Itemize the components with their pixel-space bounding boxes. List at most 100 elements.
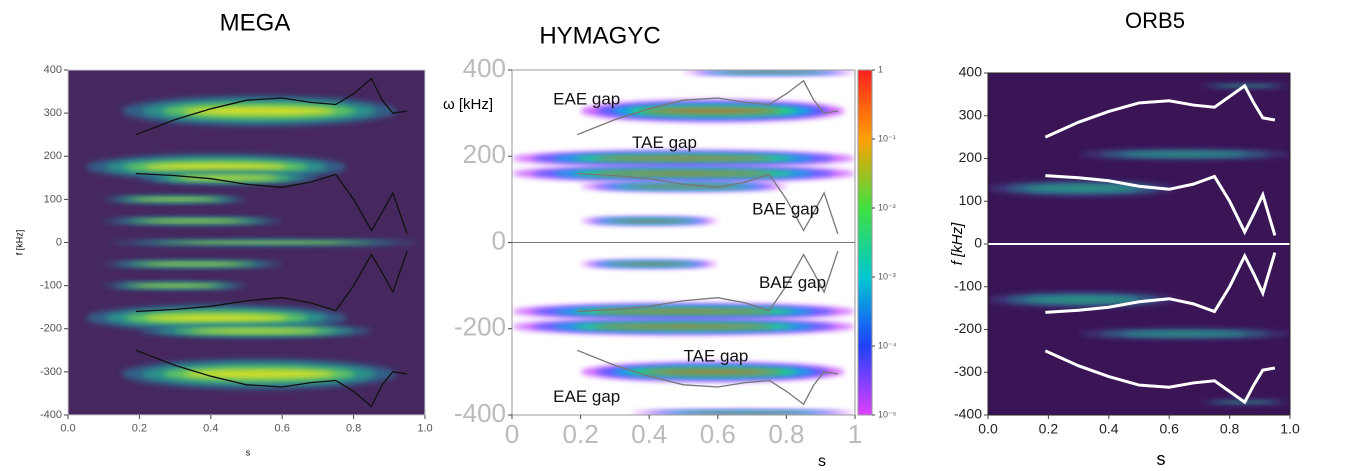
x-tick-label: 0.2 — [563, 419, 599, 449]
y-tick-label: 300 — [44, 107, 62, 119]
chart-title: ORB5 — [1125, 8, 1185, 33]
y-tick-label: -200 — [454, 312, 506, 342]
y-tick-label: -200 — [40, 323, 62, 335]
y-tick-label: 200 — [959, 149, 983, 165]
gap-annotation: EAE gap — [553, 387, 620, 406]
spectral-band — [1025, 297, 1138, 303]
x-tick-label: 0.6 — [275, 422, 290, 434]
y-tick-label: -300 — [40, 366, 62, 378]
y-tick-label: -300 — [954, 363, 982, 379]
spectral-band — [144, 163, 288, 171]
gap-annotation: TAE gap — [632, 133, 697, 152]
y-tick-label: 100 — [959, 192, 983, 208]
spectral-band — [594, 156, 773, 160]
y-tick-label: -100 — [40, 280, 62, 292]
x-tick-label: 1 — [848, 419, 862, 449]
spectral-band — [143, 263, 243, 265]
x-tick-label: 1.0 — [1280, 421, 1300, 437]
spectral-band — [685, 412, 802, 414]
spectral-band — [135, 284, 215, 287]
y-tick-label: 400 — [44, 64, 62, 76]
x-tick-label: 0.0 — [60, 422, 75, 434]
continuum-curve — [576, 79, 838, 136]
spectral-band — [643, 369, 782, 374]
spectral-band — [179, 241, 349, 244]
x-axis-label: s — [246, 447, 251, 457]
x-tick-label: 0.4 — [631, 419, 667, 449]
y-tick-label: 400 — [463, 53, 506, 83]
panel: ORB5 -400 -300 -200 -100 0 100 200 300 400 0.0 0.2 0… — [949, 8, 1300, 469]
y-tick-label: 0 — [974, 235, 982, 251]
plot-area — [512, 70, 855, 415]
continuum-curve — [135, 77, 408, 136]
spectral-band — [613, 220, 685, 222]
continuum-curve — [1044, 83, 1276, 139]
spectral-band — [1120, 332, 1248, 336]
spectral-band — [643, 108, 782, 114]
spectral-band — [135, 198, 215, 201]
x-tick-label: 0.6 — [700, 419, 736, 449]
x-tick-label: 0.2 — [132, 422, 147, 434]
spectral-band — [613, 263, 685, 265]
continuum-curve — [135, 172, 408, 235]
y-tick-label: -400 — [40, 409, 62, 421]
continuum-curve — [1045, 174, 1277, 236]
spectral-band — [724, 71, 814, 73]
y-tick-label: 300 — [959, 106, 983, 122]
x-tick-label: 0.8 — [346, 422, 361, 434]
y-tick-label: -400 — [954, 406, 982, 422]
x-tick-label: 0.8 — [1220, 421, 1240, 437]
y-tick-label: -200 — [954, 320, 982, 336]
colorbar-tick-label: 10⁻² — [878, 202, 896, 212]
x-tick-label: 0.2 — [1039, 421, 1059, 437]
spectral-band — [191, 329, 320, 333]
x-tick-label: 0 — [505, 419, 519, 449]
x-tick-label: 0.8 — [768, 419, 804, 449]
continuum-curve — [577, 250, 839, 313]
x-axis-label: s — [818, 453, 826, 470]
continuum-curve — [576, 349, 838, 406]
x-axis-label: s — [1157, 449, 1166, 469]
continuum-curve — [577, 172, 839, 235]
continuum-curve — [135, 349, 408, 408]
gap-annotation: EAE gap — [553, 90, 620, 109]
y-tick-label: 200 — [463, 139, 506, 169]
colorbar-tick-label: 10⁻³ — [878, 271, 896, 281]
continuum-curve — [135, 250, 408, 313]
spectral-band — [183, 107, 335, 115]
y-tick-label: 200 — [44, 150, 62, 162]
spectral-band — [594, 325, 773, 329]
panel: MEGA -400 -300 -200 -100 0 100 200 300 400 0.0 0.2 0… — [14, 9, 432, 457]
chart-title: HYMAGYC — [539, 22, 660, 49]
y-axis-label: f [kHz] — [14, 230, 24, 256]
spectral-band — [144, 314, 288, 322]
y-tick-label: -100 — [954, 277, 982, 293]
spectral-band — [594, 309, 773, 314]
x-tick-label: 0.0 — [978, 421, 998, 437]
spectral-band — [1120, 152, 1248, 156]
y-tick-label: 0 — [56, 236, 62, 248]
colorbar-tick-label: 10⁻¹ — [878, 133, 896, 143]
spectral-band — [183, 370, 335, 378]
y-tick-label: 100 — [44, 193, 62, 205]
spectral-band — [1025, 185, 1138, 191]
y-tick-label: 400 — [959, 64, 983, 80]
colorbar-tick-label: 10⁻⁵ — [878, 409, 897, 419]
plot-area — [988, 83, 1290, 405]
x-tick-label: 0.6 — [1159, 421, 1179, 437]
y-tick-label: 0 — [492, 225, 506, 255]
chart-title: MEGA — [220, 9, 291, 36]
y-axis-label: ω [kHz] — [443, 96, 493, 113]
x-tick-label: 1.0 — [417, 422, 432, 434]
y-axis-label: f [kHz] — [949, 222, 966, 265]
colorbar-tick-label: 10⁻⁴ — [878, 340, 897, 350]
spectral-band — [143, 220, 243, 222]
colorbar — [857, 69, 873, 416]
plot-area — [85, 77, 418, 408]
spectral-band — [594, 171, 773, 176]
x-tick-label: 0.4 — [203, 422, 218, 434]
continuum-curve — [1045, 252, 1277, 314]
x-tick-label: 0.4 — [1099, 421, 1119, 437]
gap-annotation: TAE gap — [684, 346, 749, 365]
